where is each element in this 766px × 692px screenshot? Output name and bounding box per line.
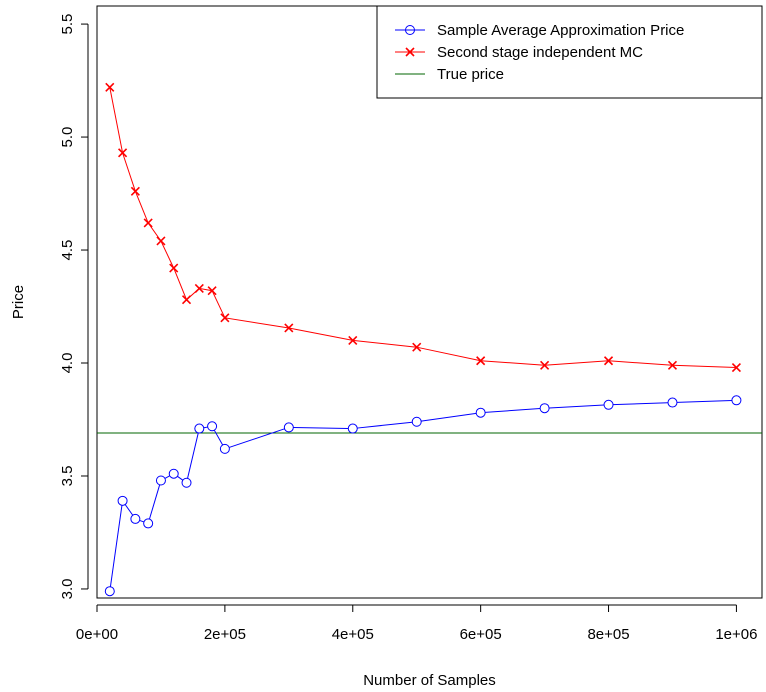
data-point: [207, 286, 217, 296]
data-point: [169, 263, 179, 273]
data-point: [476, 356, 486, 366]
legend-label: Sample Average Approximation Price: [437, 22, 684, 39]
x-tick-label: 1e+06: [715, 626, 757, 643]
data-point: [539, 403, 550, 414]
y-tick-label: 4.0: [59, 353, 76, 374]
data-point: [194, 423, 205, 434]
data-point: [194, 283, 204, 294]
y-tick-label: 3.5: [59, 466, 76, 487]
data-point: [207, 421, 218, 432]
data-point: [540, 360, 550, 370]
series-segment: [139, 519, 145, 523]
data-point: [412, 342, 422, 352]
x-tick-label: 2e+05: [204, 626, 246, 643]
data-point: [347, 423, 358, 434]
legend-label: Second stage independent MC: [437, 44, 643, 61]
data-point: [130, 186, 140, 196]
series-segment: [421, 412, 477, 422]
data-point: [104, 586, 115, 597]
x-tick-label: 0e+00: [76, 626, 118, 643]
y-tick-label: 4.5: [59, 240, 76, 261]
data-point: [143, 518, 154, 529]
y-axis-label: Price: [10, 285, 27, 319]
legend-item: Second stage independent MC: [395, 44, 643, 61]
series-segment: [485, 408, 541, 413]
data-point: [603, 399, 614, 410]
data-point: [130, 513, 141, 524]
data-point: [219, 443, 230, 454]
x-tick-label: 6e+05: [460, 626, 502, 643]
series-2: [105, 82, 741, 373]
data-point: [220, 313, 230, 323]
data-point: [411, 416, 422, 427]
series-segment: [109, 505, 123, 587]
legend-box: [376, 5, 763, 99]
legend: Sample Average Approximation Price Second…: [376, 5, 763, 99]
data-point: [475, 407, 486, 418]
y-tick-label: 5.0: [59, 127, 76, 148]
y-tick-label: 3.0: [59, 579, 76, 600]
series-line: [109, 87, 737, 369]
data-point: [181, 477, 192, 488]
data-point: [283, 422, 294, 433]
x-tick-label: 8e+05: [587, 626, 629, 643]
series-segment: [228, 428, 285, 448]
data-point: [155, 475, 166, 486]
data-point: [348, 335, 358, 345]
data-point: [118, 148, 128, 158]
x-axis-label: Number of Samples: [363, 672, 496, 689]
series-segment: [213, 429, 224, 446]
data-point: [603, 356, 614, 366]
series-segment: [357, 421, 413, 429]
data-point: [731, 362, 741, 373]
data-point: [181, 295, 192, 305]
series-1: [104, 395, 742, 597]
data-point: [667, 360, 678, 370]
series-segment: [203, 426, 208, 429]
data-point: [143, 218, 153, 228]
data-point: [284, 323, 294, 333]
data-point: [168, 468, 179, 479]
series-segment: [293, 426, 349, 429]
axes: 0e+00 2e+05 4e+05 6e+05 8e+05 1e+06 3.0 3.5 4.0 4…: [59, 14, 757, 643]
series-segment: [676, 399, 732, 403]
x-tick-label: 4e+05: [332, 626, 374, 643]
legend-marker: [405, 47, 415, 57]
series-segment: [613, 402, 669, 406]
data-point: [731, 395, 742, 406]
data-point: [105, 82, 115, 92]
series-layer: [104, 82, 742, 597]
data-point: [117, 495, 128, 506]
y-tick-label: 5.5: [59, 14, 76, 35]
legend-marker: [405, 25, 415, 35]
series-segment: [187, 432, 199, 479]
legend-item: Sample Average Approximation Price: [395, 22, 684, 39]
data-point: [667, 397, 678, 408]
series-segment: [164, 475, 170, 479]
legend-item: True price: [395, 66, 504, 83]
data-point: [156, 236, 166, 246]
series-segment: [148, 484, 161, 520]
series-segment: [549, 404, 605, 409]
legend-label: True price: [437, 66, 504, 83]
series-segment: [124, 504, 134, 516]
series-segment: [177, 475, 184, 481]
